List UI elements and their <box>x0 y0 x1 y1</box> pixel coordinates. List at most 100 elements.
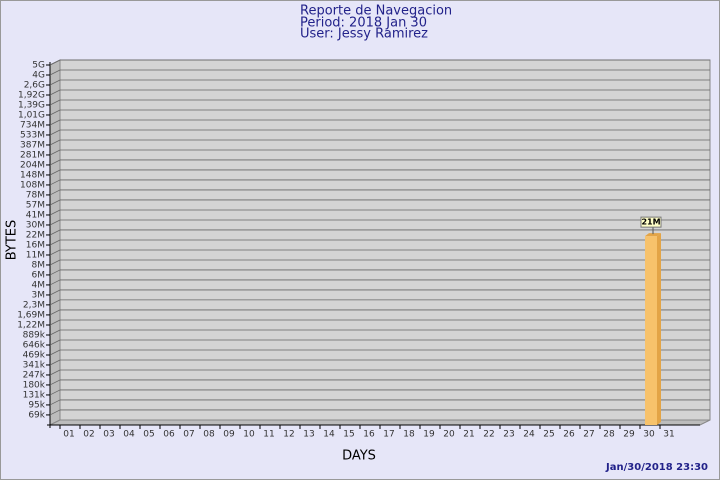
x-axis-title: DAYS <box>342 449 376 464</box>
chart-period: Period: 2018 Jan 30 <box>300 16 427 31</box>
y-tick-label: 734M <box>20 120 45 130</box>
x-tick-label: 21 <box>463 430 474 440</box>
x-tick-label: 30 <box>643 430 655 440</box>
y-tick-label: 2,3M <box>23 300 45 310</box>
chart-user: User: Jessy Ramirez <box>300 27 428 42</box>
x-tick-label: 29 <box>623 430 635 440</box>
grid-line-side <box>49 309 61 316</box>
y-tick-label: 69k <box>28 410 45 420</box>
grid-line-side <box>49 129 61 136</box>
grid-line-side <box>49 99 61 106</box>
x-tick-label: 19 <box>423 430 435 440</box>
grid-line-side <box>49 219 61 226</box>
grid-line-side <box>49 249 61 256</box>
value-label-box <box>640 216 662 228</box>
y-tick-label: 3M <box>32 290 46 300</box>
x-tick-label: 15 <box>343 430 354 440</box>
y-tick-label: 30M <box>26 220 45 230</box>
x-tick-label: 08 <box>203 430 215 440</box>
x-tick-label: 25 <box>543 430 554 440</box>
value-label: 21M <box>641 218 660 227</box>
x-tick-label: 07 <box>183 430 194 440</box>
y-tick-label: 889k <box>23 331 46 341</box>
x-tick-label: 13 <box>303 430 314 440</box>
y-tick-label: 11M <box>26 250 45 260</box>
x-tick-label: 17 <box>383 430 394 440</box>
y-tick-label: 16M <box>26 241 45 251</box>
x-tick-label: 18 <box>403 430 415 440</box>
y-tick-label: 95k <box>28 400 45 410</box>
grid-line-side <box>49 139 61 146</box>
x-tick-label: 31 <box>663 430 674 440</box>
grid-line-side <box>49 359 61 366</box>
grid-line-side <box>49 209 61 216</box>
x-tick-label: 23 <box>503 430 514 440</box>
chart-title: Reporte de Navegacion <box>300 4 452 19</box>
grid-line-side <box>49 259 61 266</box>
grid-line-side <box>49 159 61 166</box>
x-tick-label: 10 <box>243 430 255 440</box>
y-tick-label: 41M <box>26 210 45 220</box>
x-tick-label: 03 <box>103 430 114 440</box>
grid-line-side <box>49 349 61 356</box>
y-tick-label: 247k <box>23 370 46 380</box>
grid-line-side <box>49 189 61 196</box>
grid-line-side <box>49 399 61 406</box>
grid-line-side <box>49 59 61 66</box>
grid-line-side <box>49 369 61 376</box>
grid-line-side <box>49 279 61 286</box>
y-tick-label: 22M <box>26 230 45 240</box>
y-tick-label: 646k <box>23 340 46 350</box>
y-tick-label: 1,22M <box>17 321 45 331</box>
grid-line-side <box>49 379 61 386</box>
grid-line-side <box>49 329 61 336</box>
y-tick-label: 4G <box>32 70 45 80</box>
x-tick-label: 16 <box>363 430 375 440</box>
y-tick-label: 2,6G <box>24 80 45 90</box>
y-tick-label: 57M <box>26 200 45 210</box>
y-tick-label: 5G <box>32 61 45 71</box>
y-tick-label: 281M <box>20 150 45 160</box>
x-tick-label: 27 <box>583 430 594 440</box>
y-tick-label: 78M <box>26 190 45 200</box>
y-tick-label: 131k <box>23 390 46 400</box>
y-tick-label: 6M <box>32 270 46 280</box>
y-tick-label: 1,69M <box>17 310 45 320</box>
grid-line-side <box>49 199 61 206</box>
grid-line-side <box>49 109 61 116</box>
grid-line-side <box>49 269 61 276</box>
y-tick-label: 469k <box>23 351 46 361</box>
grid-line-side <box>49 169 61 176</box>
x-tick-label: 28 <box>603 430 615 440</box>
bar-top <box>645 233 661 237</box>
y-tick-label: 341k <box>23 360 46 370</box>
floor <box>49 419 711 426</box>
x-tick-label: 20 <box>443 430 455 440</box>
y-tick-label: 148M <box>20 170 45 180</box>
y-tick-label: 180k <box>23 380 46 390</box>
x-tick-label: 24 <box>523 430 535 440</box>
bar-side <box>657 233 661 425</box>
x-tick-label: 04 <box>123 430 135 440</box>
grid-line-side <box>49 179 61 186</box>
x-tick-label: 12 <box>283 430 294 440</box>
y-tick-label: 1,39G <box>18 100 45 110</box>
y-tick-label: 204M <box>20 160 45 170</box>
y-tick-label: 8M <box>32 260 46 270</box>
y-axis-title: BYTES <box>5 220 20 261</box>
grid-line-side <box>49 119 61 126</box>
grid-line-side <box>49 239 61 246</box>
y-tick-label: 387M <box>20 140 45 150</box>
x-tick-label: 22 <box>483 430 494 440</box>
grid-line-side <box>49 289 61 296</box>
grid-line-side <box>49 69 61 76</box>
x-tick-label: 11 <box>263 430 274 440</box>
bar <box>645 236 657 425</box>
x-tick-label: 06 <box>163 430 175 440</box>
y-tick-label: 533M <box>20 130 45 140</box>
grid-line-side <box>49 229 61 236</box>
x-tick-label: 26 <box>563 430 575 440</box>
y-tick-label: 1,92G <box>18 90 45 100</box>
